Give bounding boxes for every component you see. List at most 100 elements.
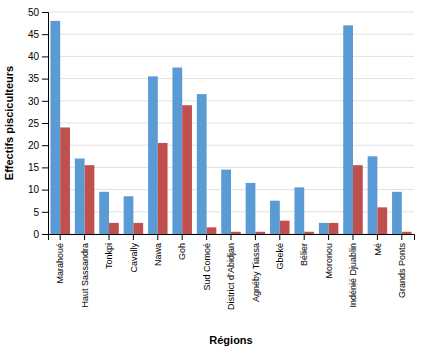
tick-mark — [42, 123, 48, 124]
tick: 50 — [28, 7, 48, 18]
tick-label: 20 — [28, 140, 40, 151]
bar — [197, 94, 207, 234]
tick: 20 — [28, 140, 48, 151]
tick-mark — [255, 234, 256, 240]
grid-line — [48, 56, 414, 57]
bar — [353, 165, 363, 234]
tick-mark — [42, 56, 48, 57]
bar — [231, 232, 241, 234]
tick-mark — [353, 234, 354, 240]
grid-line — [48, 78, 414, 79]
tick-mark — [42, 212, 48, 213]
tick-label: 10 — [28, 184, 40, 195]
tick-mark — [133, 234, 134, 240]
tick-mark — [328, 234, 329, 240]
plot: 05101520253035404550MarahouéHaut Sassand… — [28, 7, 415, 310]
tick-label: Tonkpi — [104, 243, 114, 269]
bar — [294, 187, 304, 234]
tick-mark — [279, 234, 280, 240]
axis-line — [42, 13, 49, 235]
tick-label: Marahoué — [55, 243, 65, 284]
tick-label: 5 — [33, 207, 39, 218]
tick: 5 — [33, 207, 48, 218]
tick-label: Grands Ponts — [397, 243, 407, 299]
x-axis-title: Régions — [209, 334, 252, 346]
bar — [221, 170, 231, 234]
tick-label: Goh — [177, 243, 187, 260]
bar — [99, 192, 109, 234]
bar — [182, 105, 192, 234]
tick: Sud Comoé — [202, 234, 212, 291]
tick: Marahoué — [55, 234, 65, 284]
chart: 05101520253035404550MarahouéHaut Sassand… — [0, 0, 424, 352]
tick: Goh — [177, 234, 187, 260]
bar — [246, 183, 256, 234]
bar — [109, 223, 119, 234]
bar — [368, 156, 378, 234]
grid — [48, 12, 414, 234]
bars — [50, 21, 411, 234]
tick-mark — [182, 234, 183, 240]
tick: Grands Ponts — [397, 234, 407, 298]
tick-mark — [42, 79, 48, 80]
tick: Moronou — [324, 234, 334, 279]
bar — [50, 21, 60, 234]
tick: Cavally — [129, 234, 139, 273]
tick-mark — [42, 145, 48, 146]
grid-line — [48, 12, 414, 13]
bar — [133, 223, 143, 234]
bar — [319, 223, 329, 234]
tick: Nawa — [153, 234, 163, 266]
tick: 25 — [28, 118, 48, 129]
tick-label: Mé — [373, 243, 383, 256]
tick-mark — [42, 101, 48, 102]
bar — [60, 127, 70, 234]
tick: Bélier — [299, 234, 309, 266]
tick-mark — [42, 167, 48, 168]
x-axis: Marahoué Haut Sassandra Tonkpi Cavally Nawa G… — [49, 234, 415, 310]
tick: District d’Abidjan — [226, 234, 236, 310]
tick: 0 — [33, 229, 48, 240]
tick-label: 35 — [28, 73, 40, 84]
tick-label: Haut Sassandra — [80, 243, 90, 308]
bar — [402, 232, 412, 234]
tick: 45 — [28, 29, 48, 40]
bar — [172, 68, 182, 235]
tick-label: Cavally — [129, 243, 139, 273]
tick-mark — [157, 234, 158, 240]
y-axis: 05101520253035404550 — [28, 7, 49, 240]
tick-label: 25 — [28, 118, 40, 129]
tick-mark — [206, 234, 207, 240]
tick: 10 — [28, 184, 48, 195]
bar — [343, 25, 353, 234]
axis-line — [49, 235, 415, 241]
tick-label: Agnéby Tiassa — [251, 243, 261, 302]
bar — [75, 159, 85, 234]
tick-mark — [109, 234, 110, 240]
series — [50, 21, 401, 234]
tick: Agnéby Tiassa — [251, 234, 261, 302]
tick: Tonkpi — [104, 234, 114, 269]
tick-label: Bélier — [299, 243, 309, 266]
bar — [255, 232, 265, 234]
grid-line — [48, 123, 414, 124]
tick-label: 45 — [28, 29, 40, 40]
tick: 35 — [28, 73, 48, 84]
bar — [85, 165, 95, 234]
tick: Indénié Djuablin — [348, 234, 358, 308]
bar — [304, 232, 314, 234]
bar — [329, 223, 339, 234]
tick: Mé — [373, 234, 383, 256]
bar — [124, 196, 134, 234]
tick-label: Gbeké — [275, 243, 285, 270]
bar — [158, 143, 168, 234]
tick-mark — [84, 234, 85, 240]
tick-label: 50 — [28, 7, 40, 18]
bar — [392, 192, 402, 234]
tick: Haut Sassandra — [80, 234, 90, 308]
tick-mark — [60, 234, 61, 240]
tick: 30 — [28, 96, 48, 107]
bar — [207, 227, 217, 234]
tick-mark — [304, 234, 305, 240]
tick-label: 0 — [33, 229, 39, 240]
